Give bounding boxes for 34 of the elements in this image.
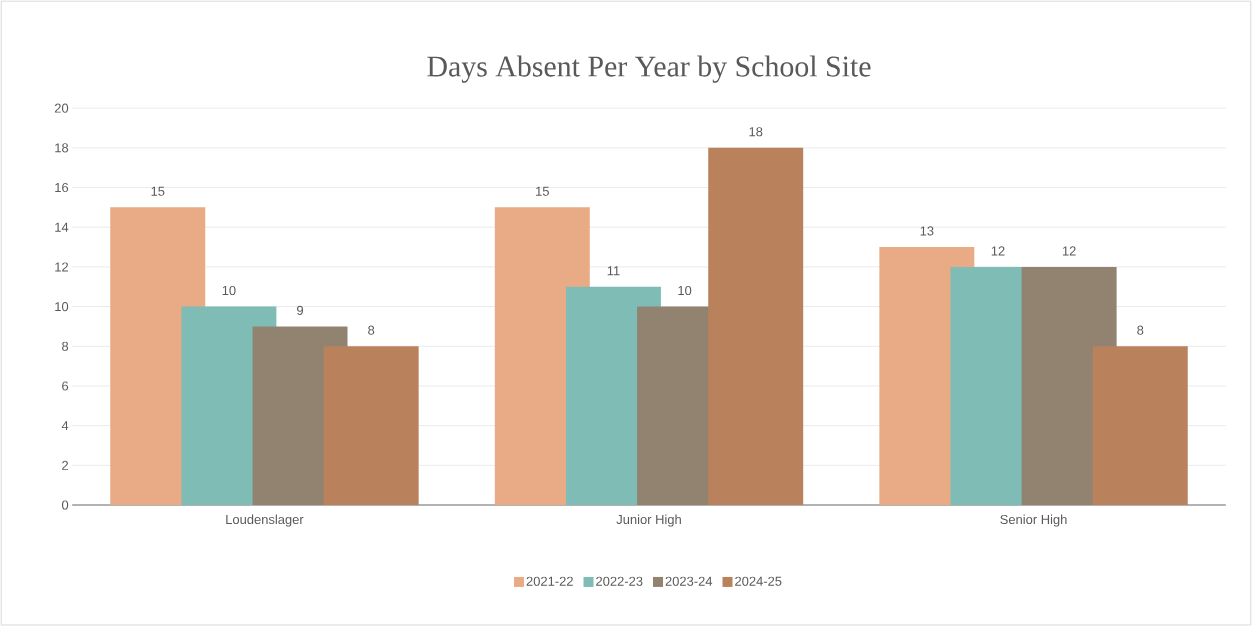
data-label: 15	[536, 186, 549, 196]
y-tick-label: 0	[61, 500, 69, 510]
y-tick-label: 2	[62, 460, 69, 470]
bar	[323, 346, 419, 505]
legend-label: 2023-24	[665, 576, 713, 586]
data-label: 18	[749, 127, 763, 137]
x-tick-label: Loudenslager	[226, 514, 304, 527]
data-label: 15	[151, 186, 165, 196]
data-label: 13	[920, 226, 934, 236]
x-tick-label: Junior High	[616, 514, 681, 527]
y-tick-label: 12	[55, 262, 69, 272]
data-label: 8	[368, 325, 375, 335]
y-tick-label: 4	[61, 421, 69, 431]
chart-title: Days Absent Per Year by School Site	[427, 55, 871, 83]
y-tick-label: 20	[54, 103, 69, 113]
y-tick-label: 6	[62, 381, 69, 391]
data-label: 10	[222, 285, 236, 295]
data-label: 8	[1137, 325, 1144, 335]
y-tick-label: 16	[55, 182, 69, 193]
data-label: 11	[607, 266, 620, 276]
y-tick-label: 14	[55, 222, 69, 232]
data-label: 12	[1062, 246, 1076, 256]
legend-label: 2021-22	[526, 576, 573, 586]
legend-label: 2024-25	[735, 576, 782, 586]
y-tick-label: 8	[62, 341, 69, 351]
bar	[708, 147, 804, 505]
data-label: 10	[678, 285, 692, 295]
legend-label: 2022-23	[596, 576, 643, 586]
bar	[1092, 346, 1188, 505]
data-label: 9	[297, 305, 304, 315]
y-tick-label: 18	[55, 143, 69, 153]
y-tick-label: 10	[55, 301, 69, 312]
x-tick-label: Senior High	[1000, 514, 1067, 527]
data-label: 12	[991, 246, 1005, 256]
